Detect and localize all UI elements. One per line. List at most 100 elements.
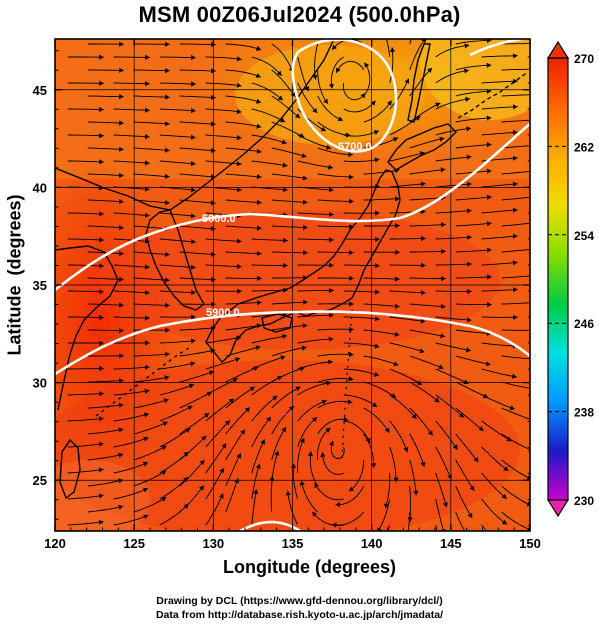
- streamline: [389, 152, 425, 162]
- streamline: [113, 212, 150, 217]
- x-axis-label: Longitude (degrees): [222, 557, 396, 577]
- streamline: [481, 288, 518, 292]
- streamline: [343, 290, 380, 293]
- streamline-arrow: [99, 289, 104, 295]
- streamline-arrow: [463, 379, 469, 385]
- streamline: [481, 394, 515, 410]
- streamline-arrow: [255, 463, 261, 469]
- streamline-arrow: [285, 490, 291, 496]
- streamline: [225, 43, 262, 51]
- streamline: [251, 56, 283, 77]
- streamline-arrow: [467, 288, 472, 295]
- streamline-arrow: [512, 233, 518, 239]
- streamline-arrow: [419, 151, 425, 157]
- streamline: [271, 147, 307, 158]
- streamline-arrow: [119, 353, 124, 359]
- streamline-arrow: [191, 264, 196, 270]
- streamline-arrow: [256, 45, 262, 51]
- streamline: [455, 459, 475, 492]
- streamline: [317, 173, 354, 178]
- colorbar-min-arrow: [546, 499, 570, 518]
- streamline: [343, 185, 380, 188]
- streamline-arrow: [295, 386, 301, 392]
- streamline-arrow: [302, 199, 308, 205]
- streamline: [435, 210, 472, 214]
- streamline-arrow: [119, 225, 124, 231]
- streamline-arrow: [199, 485, 204, 491]
- streamline-arrow: [161, 445, 167, 451]
- colorbar-tick-label: 230: [574, 494, 594, 508]
- streamline: [225, 386, 255, 409]
- streamline-arrow: [512, 155, 518, 161]
- streamline: [251, 238, 288, 241]
- streamline-arrow: [99, 54, 104, 60]
- streamline: [335, 60, 365, 74]
- streamline-arrow: [236, 56, 242, 62]
- streamline-arrow: [294, 113, 301, 119]
- streamline: [251, 313, 288, 318]
- streamline-arrow: [373, 130, 379, 135]
- streamline-arrow: [118, 427, 124, 433]
- streamline: [455, 196, 492, 201]
- streamline-arrow: [345, 132, 351, 138]
- streamline-arrow: [579, 195, 584, 200]
- streamline-arrow: [420, 181, 426, 187]
- streamline: [317, 353, 354, 357]
- streamline-arrow: [303, 275, 308, 281]
- streamline: [435, 472, 448, 508]
- streamline: [251, 395, 278, 422]
- streamline-arrow: [530, 417, 535, 422]
- streamline-arrow: [199, 459, 205, 465]
- streamline-arrow: [329, 262, 334, 268]
- streamline-arrow: [191, 54, 196, 61]
- streamline-arrow: [349, 198, 354, 204]
- streamline: [225, 301, 262, 305]
- streamline-arrow: [427, 67, 433, 73]
- streamline-arrow: [236, 135, 242, 141]
- streamline-arrow: [164, 251, 170, 257]
- streamline-arrow: [579, 299, 584, 304]
- streamline-arrow: [99, 391, 104, 397]
- streamline: [87, 121, 124, 124]
- streamline-arrow: [99, 80, 104, 86]
- streamline-arrow: [119, 67, 124, 73]
- streamline-arrow: [190, 134, 196, 140]
- streamline-arrow: [210, 121, 216, 127]
- streamline-arrow: [190, 213, 196, 219]
- streamline-arrow: [99, 314, 104, 321]
- streamline: [317, 95, 344, 121]
- streamline-arrow: [421, 290, 426, 296]
- streamline-arrow: [403, 446, 409, 453]
- streamline-arrow: [302, 175, 308, 181]
- streamline-arrow: [187, 405, 193, 411]
- streamline-arrow: [118, 478, 124, 484]
- streamline-arrow: [257, 225, 262, 231]
- streamline-arrow: [299, 437, 305, 444]
- streamline-arrow: [377, 527, 382, 531]
- streamline: [384, 472, 391, 509]
- streamline-arrow: [512, 129, 518, 136]
- streamline: [409, 485, 411, 523]
- streamline-arrow: [98, 441, 104, 447]
- streamline-arrow: [503, 544, 508, 549]
- wind-streamlines: [67, 39, 584, 549]
- x-axis: 120 125 130 135 140 145 150: [44, 39, 541, 551]
- streamline: [409, 67, 433, 97]
- streamline-arrow: [99, 211, 104, 217]
- streamline-arrow: [224, 420, 230, 426]
- streamline: [363, 277, 400, 280]
- streamline: [389, 290, 426, 294]
- streamline: [501, 249, 530, 253]
- streamline: [133, 173, 170, 178]
- streamline-arrow: [144, 186, 150, 192]
- streamline-arrow: [118, 402, 124, 408]
- streamline: [481, 472, 508, 500]
- x-tick-label: 130: [202, 536, 224, 551]
- streamline: [389, 47, 394, 84]
- streamline-arrow: [257, 275, 262, 281]
- streamline-arrow: [276, 70, 282, 76]
- streamline: [67, 521, 104, 526]
- streamline-arrow: [533, 92, 538, 97]
- streamline: [205, 108, 242, 113]
- y-tick-label: 35: [33, 278, 47, 293]
